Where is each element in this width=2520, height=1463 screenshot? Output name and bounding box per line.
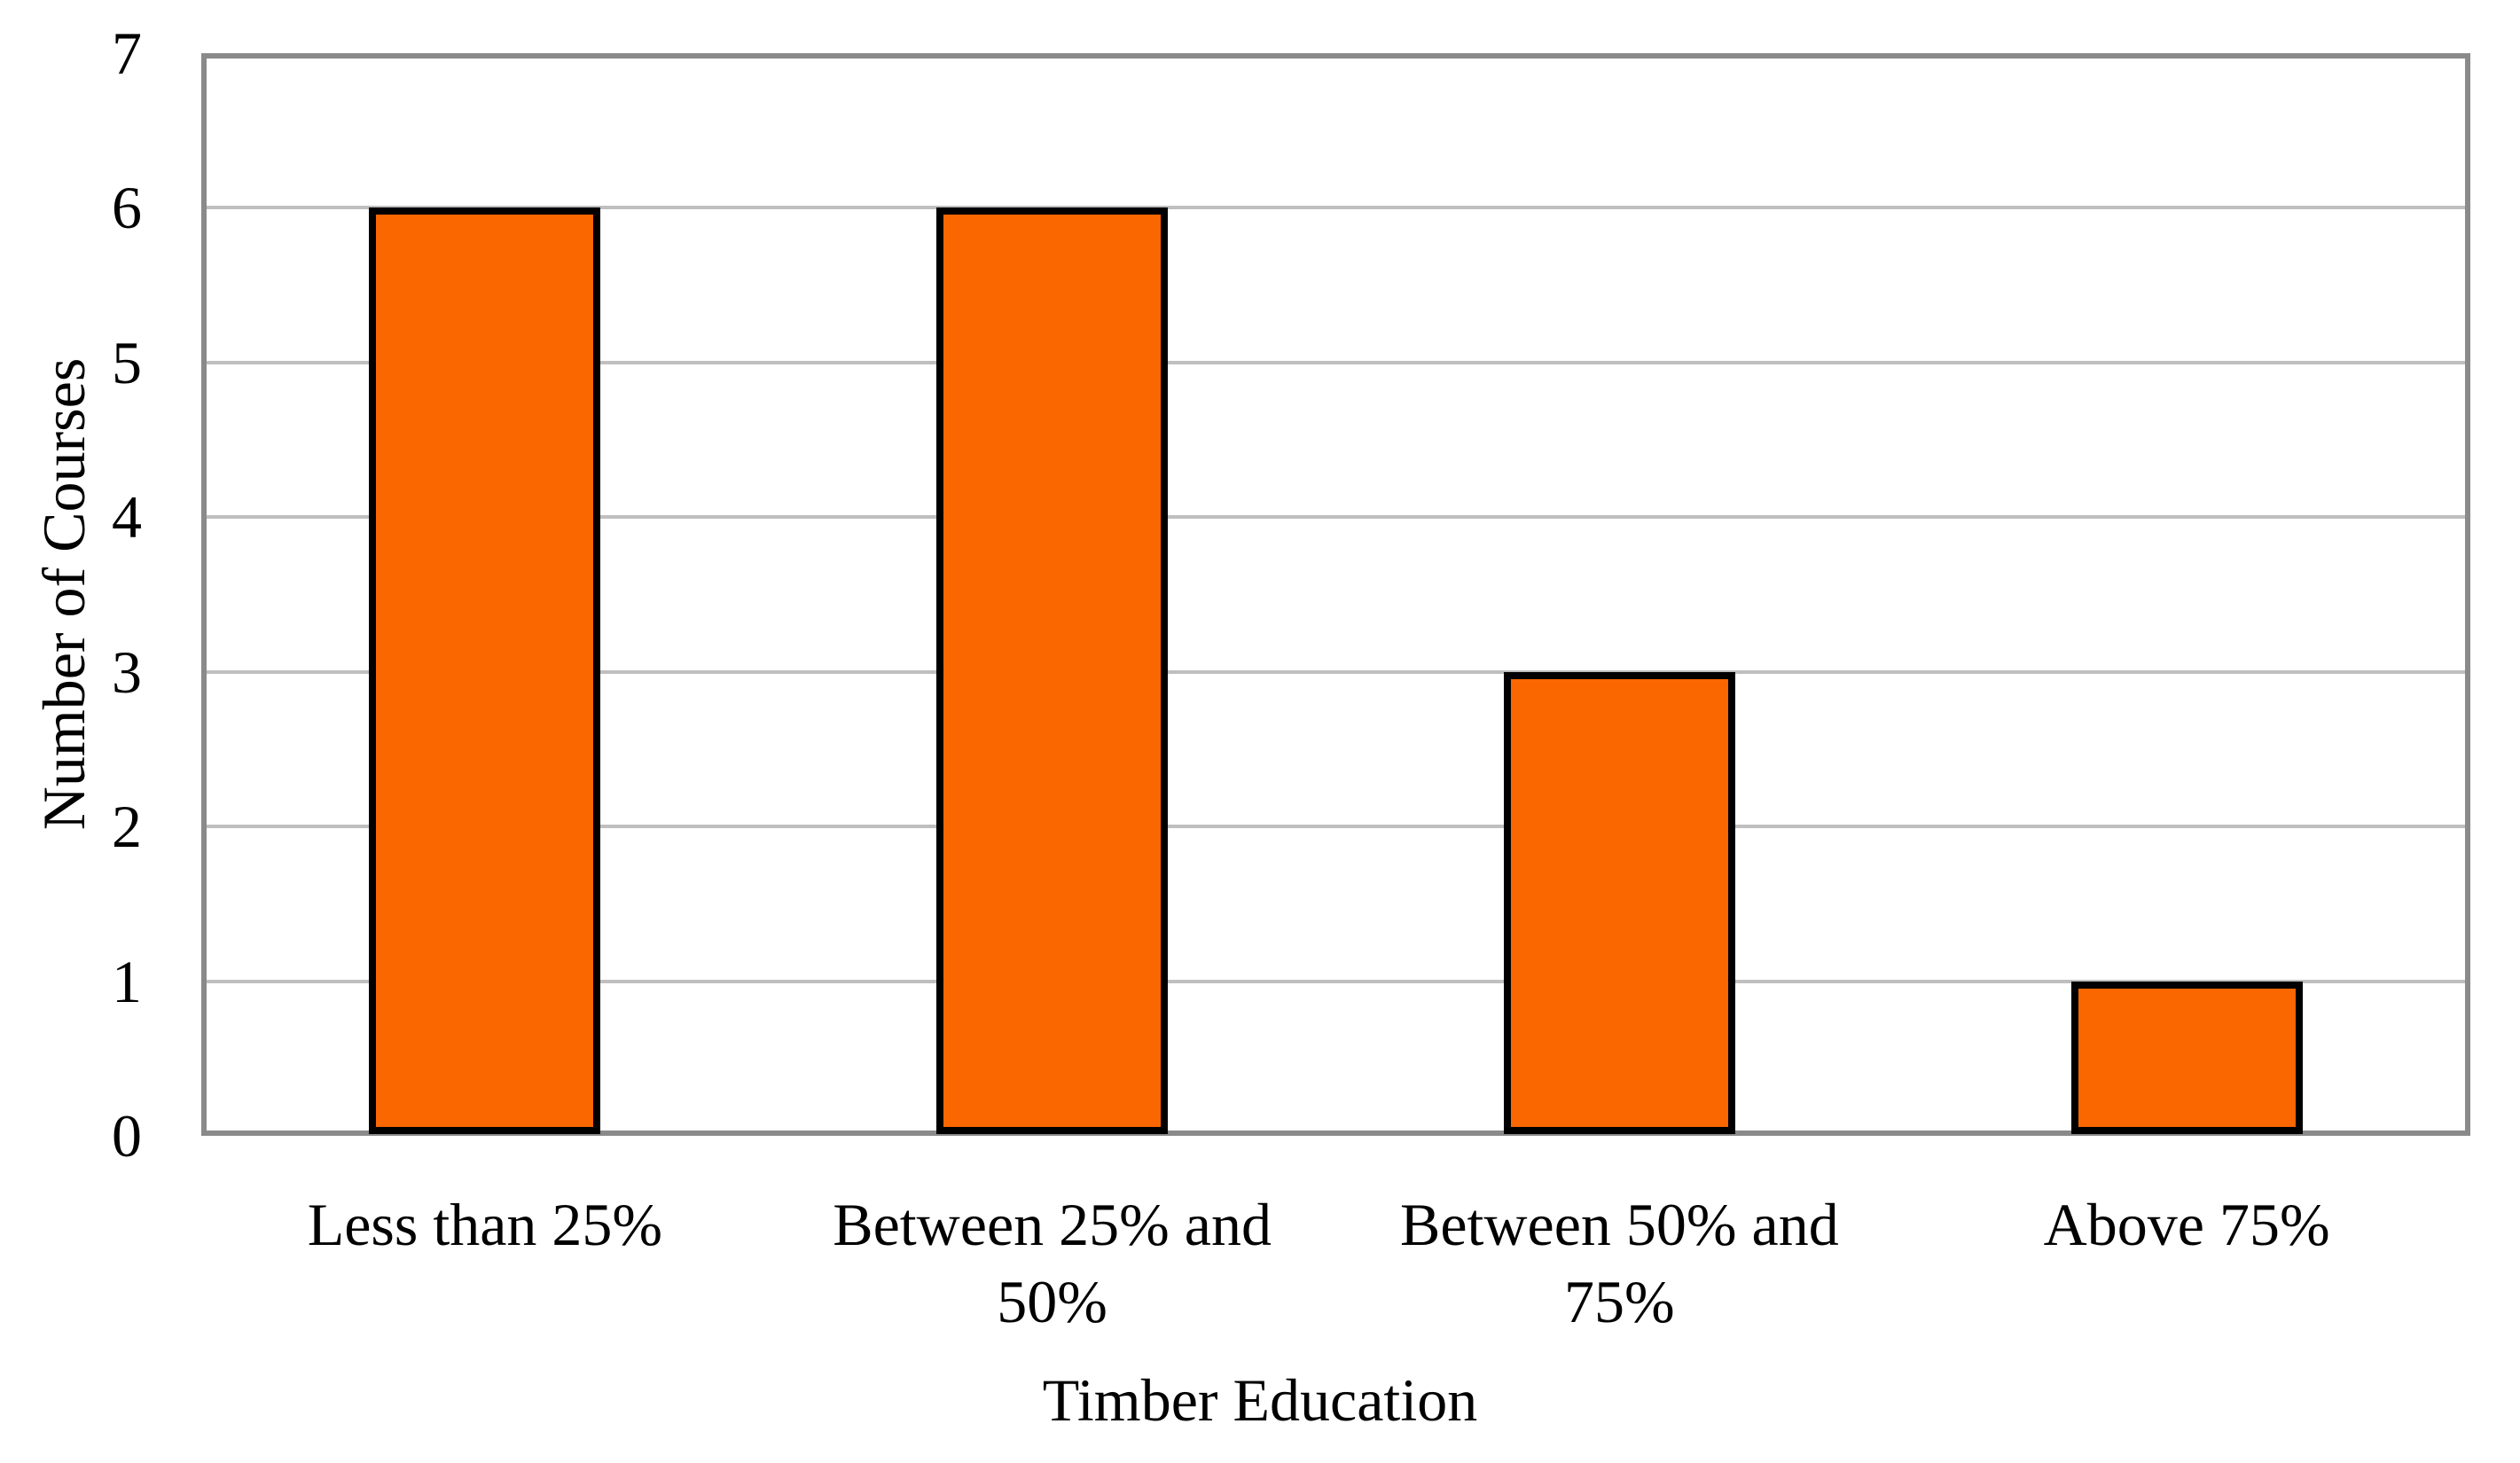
x-axis-title: Timber Education [1042, 1366, 1478, 1434]
y-tick-label: 0 [112, 1102, 142, 1170]
bar [369, 207, 601, 1134]
y-tick-label: 1 [112, 947, 142, 1015]
x-category-label: Between 50% and 75% [1400, 1191, 1839, 1336]
bar [2070, 981, 2303, 1134]
bar [936, 207, 1169, 1134]
gridline [207, 206, 2465, 210]
y-tick-label: 2 [112, 793, 142, 861]
y-tick-label: 4 [112, 483, 142, 552]
gridline [207, 979, 2465, 983]
gridline [207, 515, 2465, 520]
bar [1503, 671, 1735, 1134]
x-category-label: Less than 25% [307, 1191, 663, 1258]
gridline [207, 825, 2465, 829]
plot-area [201, 53, 2470, 1136]
x-category-label: Above 75% [2043, 1191, 2330, 1258]
gridline [207, 669, 2465, 674]
y-tick-label: 6 [112, 174, 142, 242]
y-tick-label: 5 [112, 328, 142, 396]
y-axis-title: Number of Courses [30, 357, 98, 831]
gridline [207, 360, 2465, 364]
x-category-label: Between 25% and 50% [833, 1191, 1272, 1336]
y-tick-label: 3 [112, 638, 142, 706]
y-tick-label: 7 [112, 20, 142, 87]
